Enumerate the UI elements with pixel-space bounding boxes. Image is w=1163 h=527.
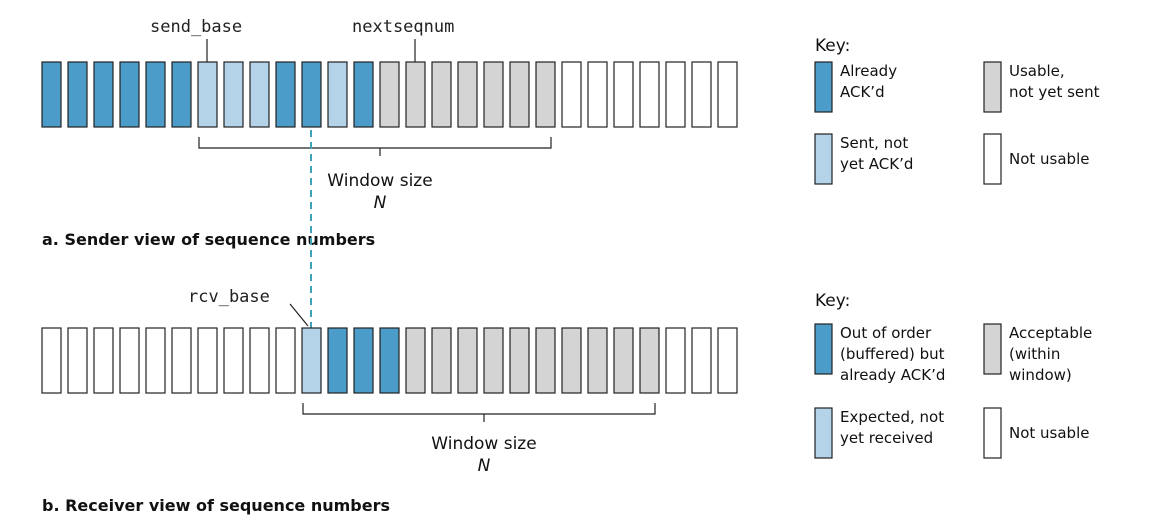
- receiver-window-bracket: [302, 403, 656, 422]
- receiver-key-label-sent: Expected, not: [840, 408, 944, 426]
- receiver-key-swatch-acked: [814, 323, 833, 375]
- receiver-seq-cell-usable: [431, 327, 452, 394]
- receiver-seq-cell-usable: [405, 327, 426, 394]
- sender-seq-cell-acked: [67, 61, 88, 128]
- sender-seq-cell-unusable: [665, 61, 686, 128]
- receiver-sequence-row: [41, 327, 738, 394]
- receiver-seq-cell-unusable: [171, 327, 192, 394]
- sender-caption: a. Sender view of sequence numbers: [42, 230, 375, 249]
- receiver-key-title: Key:: [815, 291, 850, 311]
- receiver-seq-cell-acked: [353, 327, 374, 394]
- receiver-seq-cell-unusable: [93, 327, 114, 394]
- sender-seq-cell-unusable: [717, 61, 738, 128]
- sender-key-swatch-unusable: [983, 133, 1002, 185]
- sender-key-swatch-usable: [983, 61, 1002, 113]
- sender-key-swatch-sent: [814, 133, 833, 185]
- sender-seq-cell-acked: [145, 61, 166, 128]
- receiver-seq-cell-sent: [301, 327, 322, 394]
- receiver-seq-cell-unusable: [145, 327, 166, 394]
- sender-seq-cell-unusable: [587, 61, 608, 128]
- sender-window-n: N: [374, 193, 387, 213]
- receiver-seq-cell-unusable: [67, 327, 88, 394]
- sender-key-label-sent: Sent, not: [840, 134, 908, 152]
- receiver-window-n: N: [478, 456, 491, 476]
- sender-seq-cell-unusable: [639, 61, 660, 128]
- sender-seq-cell-unusable: [613, 61, 634, 128]
- sender-seq-cell-sent: [327, 61, 348, 128]
- receiver-seq-cell-acked: [327, 327, 348, 394]
- receiver-seq-cell-unusable: [717, 327, 738, 394]
- sender-seq-cell-acked: [41, 61, 62, 128]
- receiver-key-label-acked: (buffered) but: [840, 345, 945, 363]
- receiver-seq-cell-unusable: [249, 327, 270, 394]
- receiver-key-swatch-sent: [814, 407, 833, 459]
- sender-key-label-usable: not yet sent: [1009, 83, 1100, 101]
- sender-seq-cell-sent: [197, 61, 218, 128]
- sender-seq-cell-acked: [353, 61, 374, 128]
- receiver-seq-cell-unusable: [665, 327, 686, 394]
- receiver-seq-cell-unusable: [119, 327, 140, 394]
- receiver-seq-cell-unusable: [223, 327, 244, 394]
- receiver-seq-cell-usable: [587, 327, 608, 394]
- rcv-base-label: rcv_base: [188, 287, 270, 307]
- sender-key-label-usable: Usable,: [1009, 62, 1065, 80]
- receiver-seq-cell-usable: [483, 327, 504, 394]
- sender-window-bracket: [198, 137, 552, 156]
- sender-seq-cell-usable: [509, 61, 530, 128]
- sender-seq-cell-unusable: [561, 61, 582, 128]
- sender-sequence-row: [41, 61, 738, 128]
- sender-key-label-unusable: Not usable: [1009, 150, 1089, 168]
- receiver-seq-cell-acked: [379, 327, 400, 394]
- sender-seq-cell-usable: [379, 61, 400, 128]
- sender-seq-cell-usable: [405, 61, 426, 128]
- receiver-key-label-usable: window): [1009, 366, 1072, 384]
- receiver-seq-cell-unusable: [41, 327, 62, 394]
- receiver-seq-cell-usable: [457, 327, 478, 394]
- receiver-key-label-usable: (within: [1009, 345, 1060, 363]
- sender-seq-cell-acked: [119, 61, 140, 128]
- sender-key-title: Key:: [815, 36, 850, 56]
- receiver-key: Out of order (buffered) but already ACK’d A…: [814, 323, 1092, 459]
- receiver-seq-cell-usable: [561, 327, 582, 394]
- receiver-caption: b. Receiver view of sequence numbers: [42, 496, 390, 515]
- sender-seq-cell-acked: [301, 61, 322, 128]
- receiver-seq-cell-usable: [509, 327, 530, 394]
- sender-key: Already ACK’d Usable, not yet sent Sent, not…: [814, 61, 1100, 185]
- receiver-seq-cell-usable: [535, 327, 556, 394]
- sender-seq-cell-acked: [275, 61, 296, 128]
- receiver-key-label-acked: Out of order: [840, 324, 932, 342]
- sender-key-label-acked: ACK’d: [840, 83, 885, 101]
- sender-seq-cell-unusable: [691, 61, 712, 128]
- sender-seq-cell-sent: [223, 61, 244, 128]
- send-base-label: send_base: [150, 17, 242, 37]
- sender-seq-cell-acked: [171, 61, 192, 128]
- sender-seq-cell-usable: [431, 61, 452, 128]
- receiver-window-label: Window size: [431, 434, 536, 454]
- sender-seq-cell-acked: [93, 61, 114, 128]
- receiver-seq-cell-unusable: [691, 327, 712, 394]
- sender-window-label: Window size: [327, 171, 432, 191]
- receiver-seq-cell-unusable: [275, 327, 296, 394]
- sender-key-swatch-acked: [814, 61, 833, 113]
- receiver-key-swatch-unusable: [983, 407, 1002, 459]
- receiver-key-label-acked: already ACK’d: [840, 366, 945, 384]
- receiver-seq-cell-usable: [639, 327, 660, 394]
- rcv-base-pointer: [289, 303, 309, 327]
- sender-seq-cell-usable: [535, 61, 556, 128]
- receiver-seq-cell-unusable: [197, 327, 218, 394]
- receiver-seq-cell-usable: [613, 327, 634, 394]
- receiver-key-label-sent: yet received: [840, 429, 933, 447]
- sender-key-label-sent: yet ACK’d: [840, 155, 913, 173]
- nextseqnum-label: nextseqnum: [352, 17, 454, 37]
- sender-seq-cell-usable: [457, 61, 478, 128]
- sender-key-label-acked: Already: [840, 62, 897, 80]
- receiver-key-swatch-usable: [983, 323, 1002, 375]
- sender-seq-cell-sent: [249, 61, 270, 128]
- sender-seq-cell-usable: [483, 61, 504, 128]
- receiver-key-label-unusable: Not usable: [1009, 424, 1089, 442]
- receiver-key-label-usable: Acceptable: [1009, 324, 1092, 342]
